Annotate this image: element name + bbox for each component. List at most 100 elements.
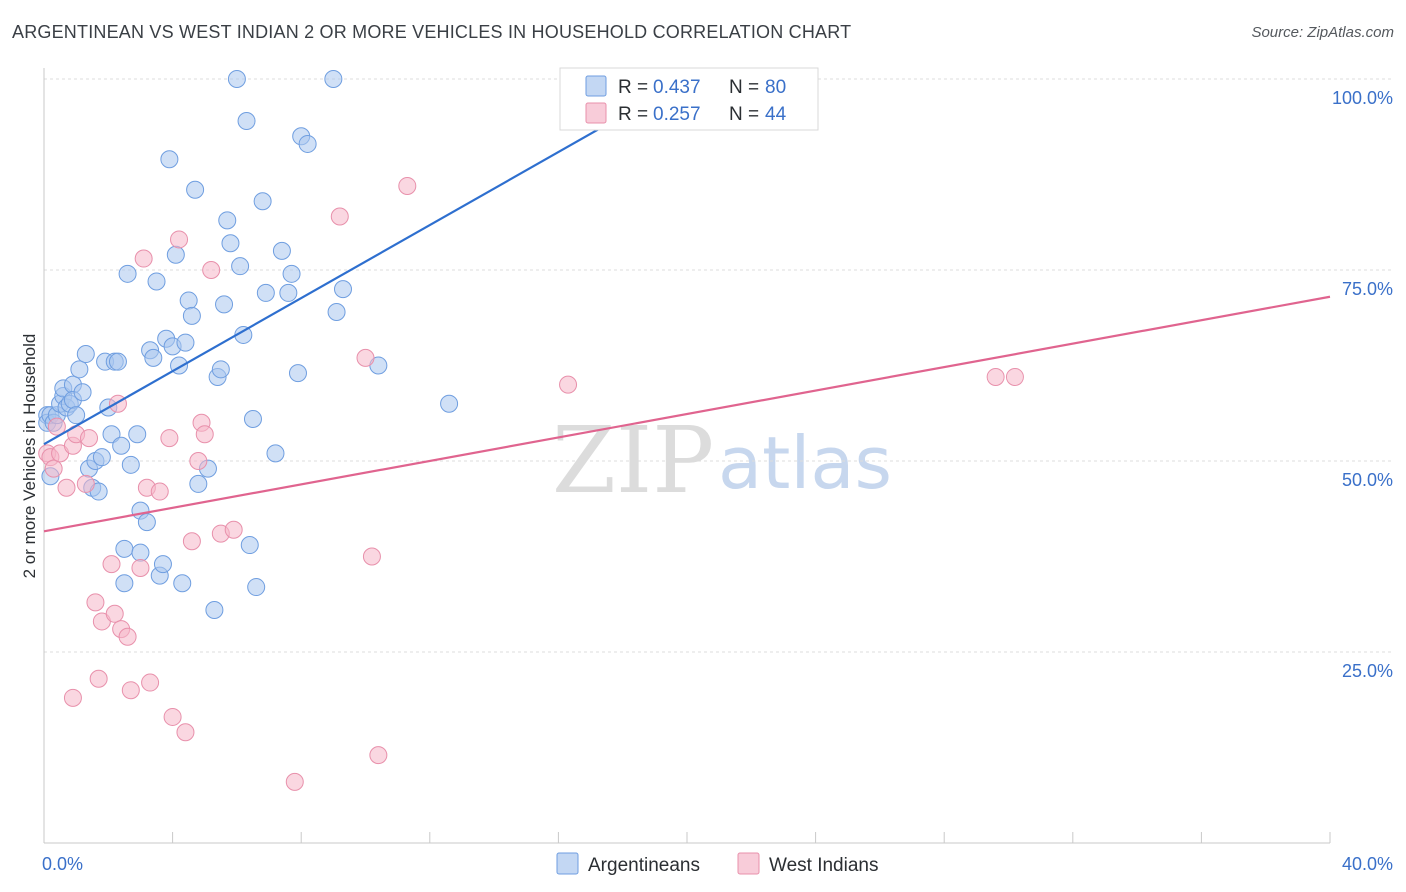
argentineans-point-34 (131, 543, 150, 562)
west-indians-point-38 (356, 348, 375, 367)
legend-r-label-west-indians: R = (618, 104, 648, 125)
argentineans-point-42 (160, 150, 179, 169)
argentineans-point-68 (266, 444, 285, 463)
argentineans-point-74 (298, 134, 317, 153)
argentineans-point-63 (240, 536, 259, 555)
argentineans-point-72 (288, 364, 307, 383)
y-tick-label-50: 50.0% (1342, 470, 1393, 490)
chart-source: Source: ZipAtlas.com (1251, 24, 1394, 41)
west-indians-point-11 (86, 593, 105, 612)
west-indians-point-28 (176, 723, 195, 742)
x-tick-label-max: 40.0% (1342, 854, 1393, 874)
argentineans-point-37 (144, 348, 163, 367)
argentineans-point-79 (440, 394, 459, 413)
argentineans-point-40 (153, 555, 172, 574)
legend-n-label-argentineans: N = (729, 77, 759, 98)
bottom-legend-label-argentineans: Argentineans (588, 855, 700, 876)
bottom-legend-label-west-indians: West Indians (769, 855, 878, 876)
west-indians-point-40 (369, 746, 388, 765)
argentineans-point-47 (176, 333, 195, 352)
y-tick-labels: 100.0% 75.0% 50.0% 25.0% (1332, 88, 1393, 681)
west-indians-point-36 (285, 772, 304, 791)
argentineans-point-30 (118, 264, 137, 283)
legend-n-value-west-indians: 44 (765, 104, 787, 125)
west-indians-point-26 (163, 707, 182, 726)
argentineans-point-21 (92, 448, 111, 467)
argentineans-point-71 (282, 264, 301, 283)
argentineans-point-67 (256, 283, 275, 302)
west-indians-point-29 (182, 532, 201, 551)
west-indians-point-21 (134, 249, 153, 268)
west-indians-point-27 (170, 230, 189, 249)
west-indians-point-9 (76, 474, 95, 493)
legend-swatch-argentineans (585, 75, 607, 97)
argentineans-point-64 (243, 409, 262, 428)
series-west-indians (38, 176, 1024, 791)
west-indians-point-39 (362, 547, 381, 566)
legend-r-value-west-indians: 0.257 (653, 104, 701, 125)
west-indians-point-3 (47, 417, 66, 436)
watermark-atlas: atlas (718, 421, 892, 505)
argentineans-point-76 (327, 303, 346, 322)
legend-n-value-argentineans: 80 (765, 77, 786, 98)
argentineans-point-27 (112, 436, 131, 455)
west-indians-point-37 (330, 207, 349, 226)
west-indians-point-14 (102, 555, 121, 574)
argentineans-point-65 (247, 578, 266, 597)
bottom-legend-swatch-west-indians (737, 852, 760, 875)
argentineans-point-60 (231, 257, 250, 276)
west-indians-point-24 (150, 482, 169, 501)
argentineans-point-58 (221, 234, 240, 253)
west-indians-point-42 (559, 375, 578, 394)
argentineans-point-59 (227, 70, 246, 88)
argentineans-point-31 (121, 455, 140, 474)
west-indians-point-43 (986, 367, 1005, 386)
argentineans-point-49 (182, 306, 201, 325)
west-indians-point-44 (1005, 367, 1024, 386)
west-indians-point-33 (202, 261, 221, 279)
trendline-argentineans (43, 78, 688, 446)
argentineans-point-13 (67, 406, 86, 425)
west-indians-point-41 (398, 176, 417, 195)
argentineans-point-16 (76, 345, 95, 364)
west-indians-point-23 (141, 673, 160, 692)
argentineans-point-57 (218, 211, 237, 230)
west-indians-point-25 (160, 429, 179, 448)
west-indians-point-20 (131, 558, 150, 577)
argentineans-point-48 (179, 291, 198, 310)
legend-r-label-argentineans: R = (618, 77, 648, 98)
trendline-west-indians (43, 295, 1331, 533)
gridlines (44, 78, 1392, 653)
west-indians-point-19 (121, 681, 140, 700)
y-tick-label-100: 100.0% (1332, 88, 1393, 108)
legend-r-value-argentineans: 0.437 (653, 77, 701, 98)
y-tick-label-75: 75.0% (1342, 279, 1393, 299)
x-axis-ticks (43, 832, 1331, 843)
argentineans-point-28 (115, 539, 134, 558)
argentineans-point-29 (115, 574, 134, 593)
argentineans-point-75 (324, 70, 343, 88)
argentineans-point-69 (272, 241, 291, 260)
bottom-legend-swatch-argentineans (556, 852, 579, 875)
argentineans-point-55 (211, 360, 230, 379)
west-indians-point-5 (57, 478, 76, 497)
argentineans-point-53 (205, 600, 224, 619)
argentineans-point-56 (215, 295, 234, 314)
argentineans-point-50 (186, 180, 205, 199)
argentineans-point-44 (166, 245, 185, 264)
west-indians-point-15 (105, 604, 124, 623)
argentineans-point-70 (279, 283, 298, 302)
y-axis-label: 2 or more Vehicles in Household (20, 334, 39, 579)
argentineans-point-66 (253, 192, 272, 211)
west-indians-point-18 (118, 627, 137, 646)
argentineans-point-62 (237, 112, 256, 131)
argentineans-point-26 (108, 352, 127, 371)
argentineans-point-35 (137, 513, 156, 532)
argentineans-point-77 (333, 280, 352, 299)
argentineans-point-15 (73, 383, 92, 402)
argentineans-point-46 (173, 574, 192, 593)
legend-n-label-west-indians: N = (729, 104, 759, 125)
west-indians-point-35 (224, 520, 243, 539)
west-indians-point-7 (63, 688, 82, 707)
